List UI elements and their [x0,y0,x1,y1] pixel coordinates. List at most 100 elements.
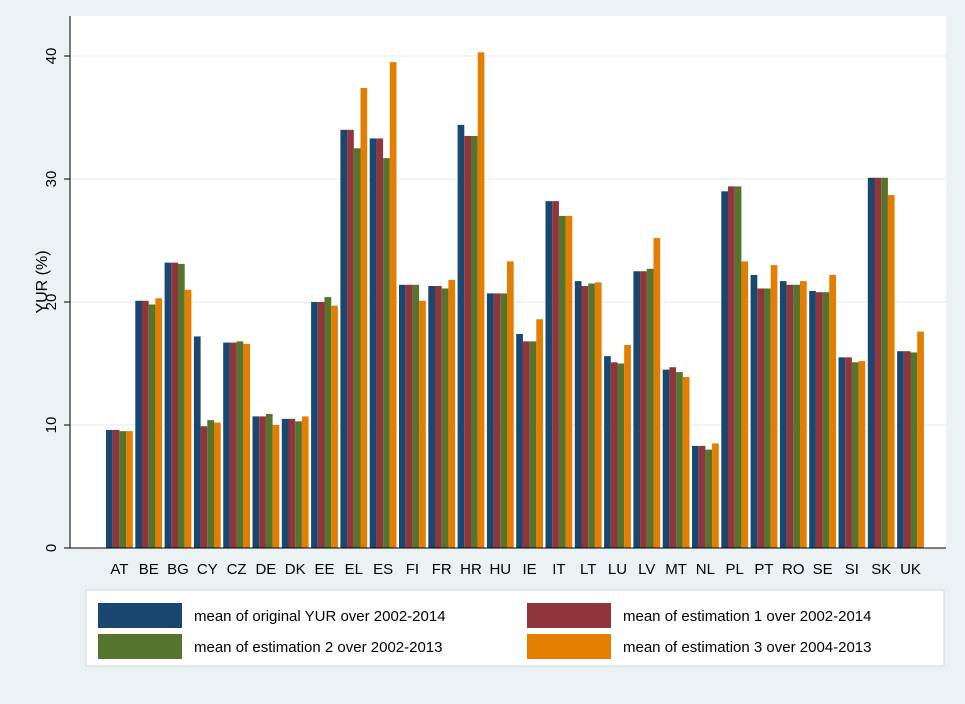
bar-ro-series-1 [779,281,787,548]
x-tick-label: DE [255,561,276,578]
x-tick-label: LV [638,561,655,578]
bar-be-series-3 [148,304,156,548]
legend: mean of original YUR over 2002-2014 mean … [85,589,945,667]
bar-es-series-4 [389,62,397,549]
bar-bg-series-2 [171,262,178,548]
bar-el-series-2 [347,129,354,549]
bar-it-series-2 [552,201,559,548]
y-tick-label: 0 [43,544,60,552]
x-tick-label: LT [580,561,596,578]
bar-mt-series-3 [676,372,683,548]
x-tick-label: NL [696,561,715,578]
bar-es-series-3 [383,158,390,548]
bar-ro-series-3 [793,284,800,548]
bar-lv-series-4 [653,238,661,549]
bar-dk-series-3 [295,421,302,548]
x-tick-label: ES [373,561,393,578]
bar-pt-series-1 [750,274,758,548]
x-tick-label: RO [782,561,805,578]
bar-se-series-2 [815,292,823,548]
bar-pt-series-4 [770,265,778,548]
bar-nl-series-4 [712,443,719,548]
bar-es-series-1 [369,138,377,548]
bar-sk-series-1 [867,177,875,548]
bar-at-series-4 [126,431,133,548]
bar-pl-series-3 [734,186,742,548]
bar-lv-series-1 [633,271,641,548]
bar-cz-series-1 [223,342,230,548]
bar-pl-series-4 [741,261,749,548]
y-tick-label: 20 [43,294,60,311]
x-tick-label: IT [552,561,565,578]
bar-si-series-4 [858,361,866,548]
legend-swatch-4 [527,634,611,659]
bar-it-series-1 [545,201,553,548]
x-tick-label: FR [432,561,452,578]
bar-ie-series-1 [516,333,523,548]
bar-pt-series-3 [764,288,771,548]
bar-be-series-2 [142,300,149,548]
bar-be-series-1 [135,300,142,548]
x-tick-label: CY [197,561,218,578]
x-tick-label: LU [608,561,627,578]
bar-at-series-2 [112,429,120,548]
legend-swatch-2 [527,603,611,628]
bar-sk-series-2 [874,177,882,548]
x-tick-label: UK [900,561,921,578]
bar-hu-series-4 [507,261,514,548]
y-tick-label: 40 [43,48,60,65]
y-tick-label: 30 [43,171,60,188]
legend-box [85,589,945,667]
bar-el-series-3 [353,148,361,548]
bar-lu-series-3 [617,363,625,548]
bar-fi-series-3 [412,284,420,548]
bar-lt-series-4 [594,282,602,548]
bar-at-series-1 [106,429,113,548]
x-tick-label: MT [665,561,687,578]
bar-hr-series-2 [464,135,471,548]
bar-dk-series-2 [288,418,296,548]
x-tick-label: SE [813,561,833,578]
bar-el-series-4 [360,87,368,548]
bar-uk-series-1 [897,351,904,548]
x-tick-label: SK [871,561,891,578]
bar-de-series-3 [265,413,273,548]
bar-si-series-3 [851,362,859,548]
x-tick-label: PT [754,561,773,578]
bar-ie-series-2 [522,341,530,548]
x-tick-label: BE [139,561,159,578]
bar-hu-series-3 [500,293,507,548]
bar-lt-series-1 [574,281,582,548]
y-tick-label: 10 [43,417,60,434]
bar-lu-series-2 [610,362,618,548]
bar-uk-series-3 [910,352,918,548]
bar-mt-series-1 [662,369,670,548]
bar-es-series-2 [376,138,384,548]
x-axis: AT BE BG CY CZ DE DK EE EL ES FI FR HR HU IE IT LT LU LV MT… [70,547,946,578]
bar-ro-series-4 [800,281,807,548]
bar-pl-series-1 [721,191,728,549]
legend-label-4: mean of estimation 3 over 2004-2013 [623,639,872,656]
bar-lv-series-3 [646,268,654,548]
bar-de-series-1 [252,416,260,548]
bar-hr-series-4 [477,52,485,549]
bar-ee-series-2 [317,302,325,548]
bar-at-series-3 [119,431,127,548]
x-tick-label: HR [460,561,482,578]
bar-mt-series-2 [669,367,677,548]
bar-fr-series-2 [435,286,442,548]
bar-sk-series-4 [887,194,895,549]
bar-nl-series-2 [698,445,706,548]
bar-ie-series-4 [536,319,543,548]
bar-bg-series-3 [178,263,185,548]
bar-si-series-1 [838,357,846,548]
bar-uk-series-2 [903,351,911,548]
x-tick-label: HU [489,561,511,578]
bar-cz-series-3 [236,341,244,548]
bar-mt-series-4 [682,377,690,548]
bar-lt-series-3 [588,283,595,548]
bar-nl-series-1 [692,445,699,548]
bar-dk-series-4 [301,416,309,548]
bar-it-series-3 [558,215,566,548]
